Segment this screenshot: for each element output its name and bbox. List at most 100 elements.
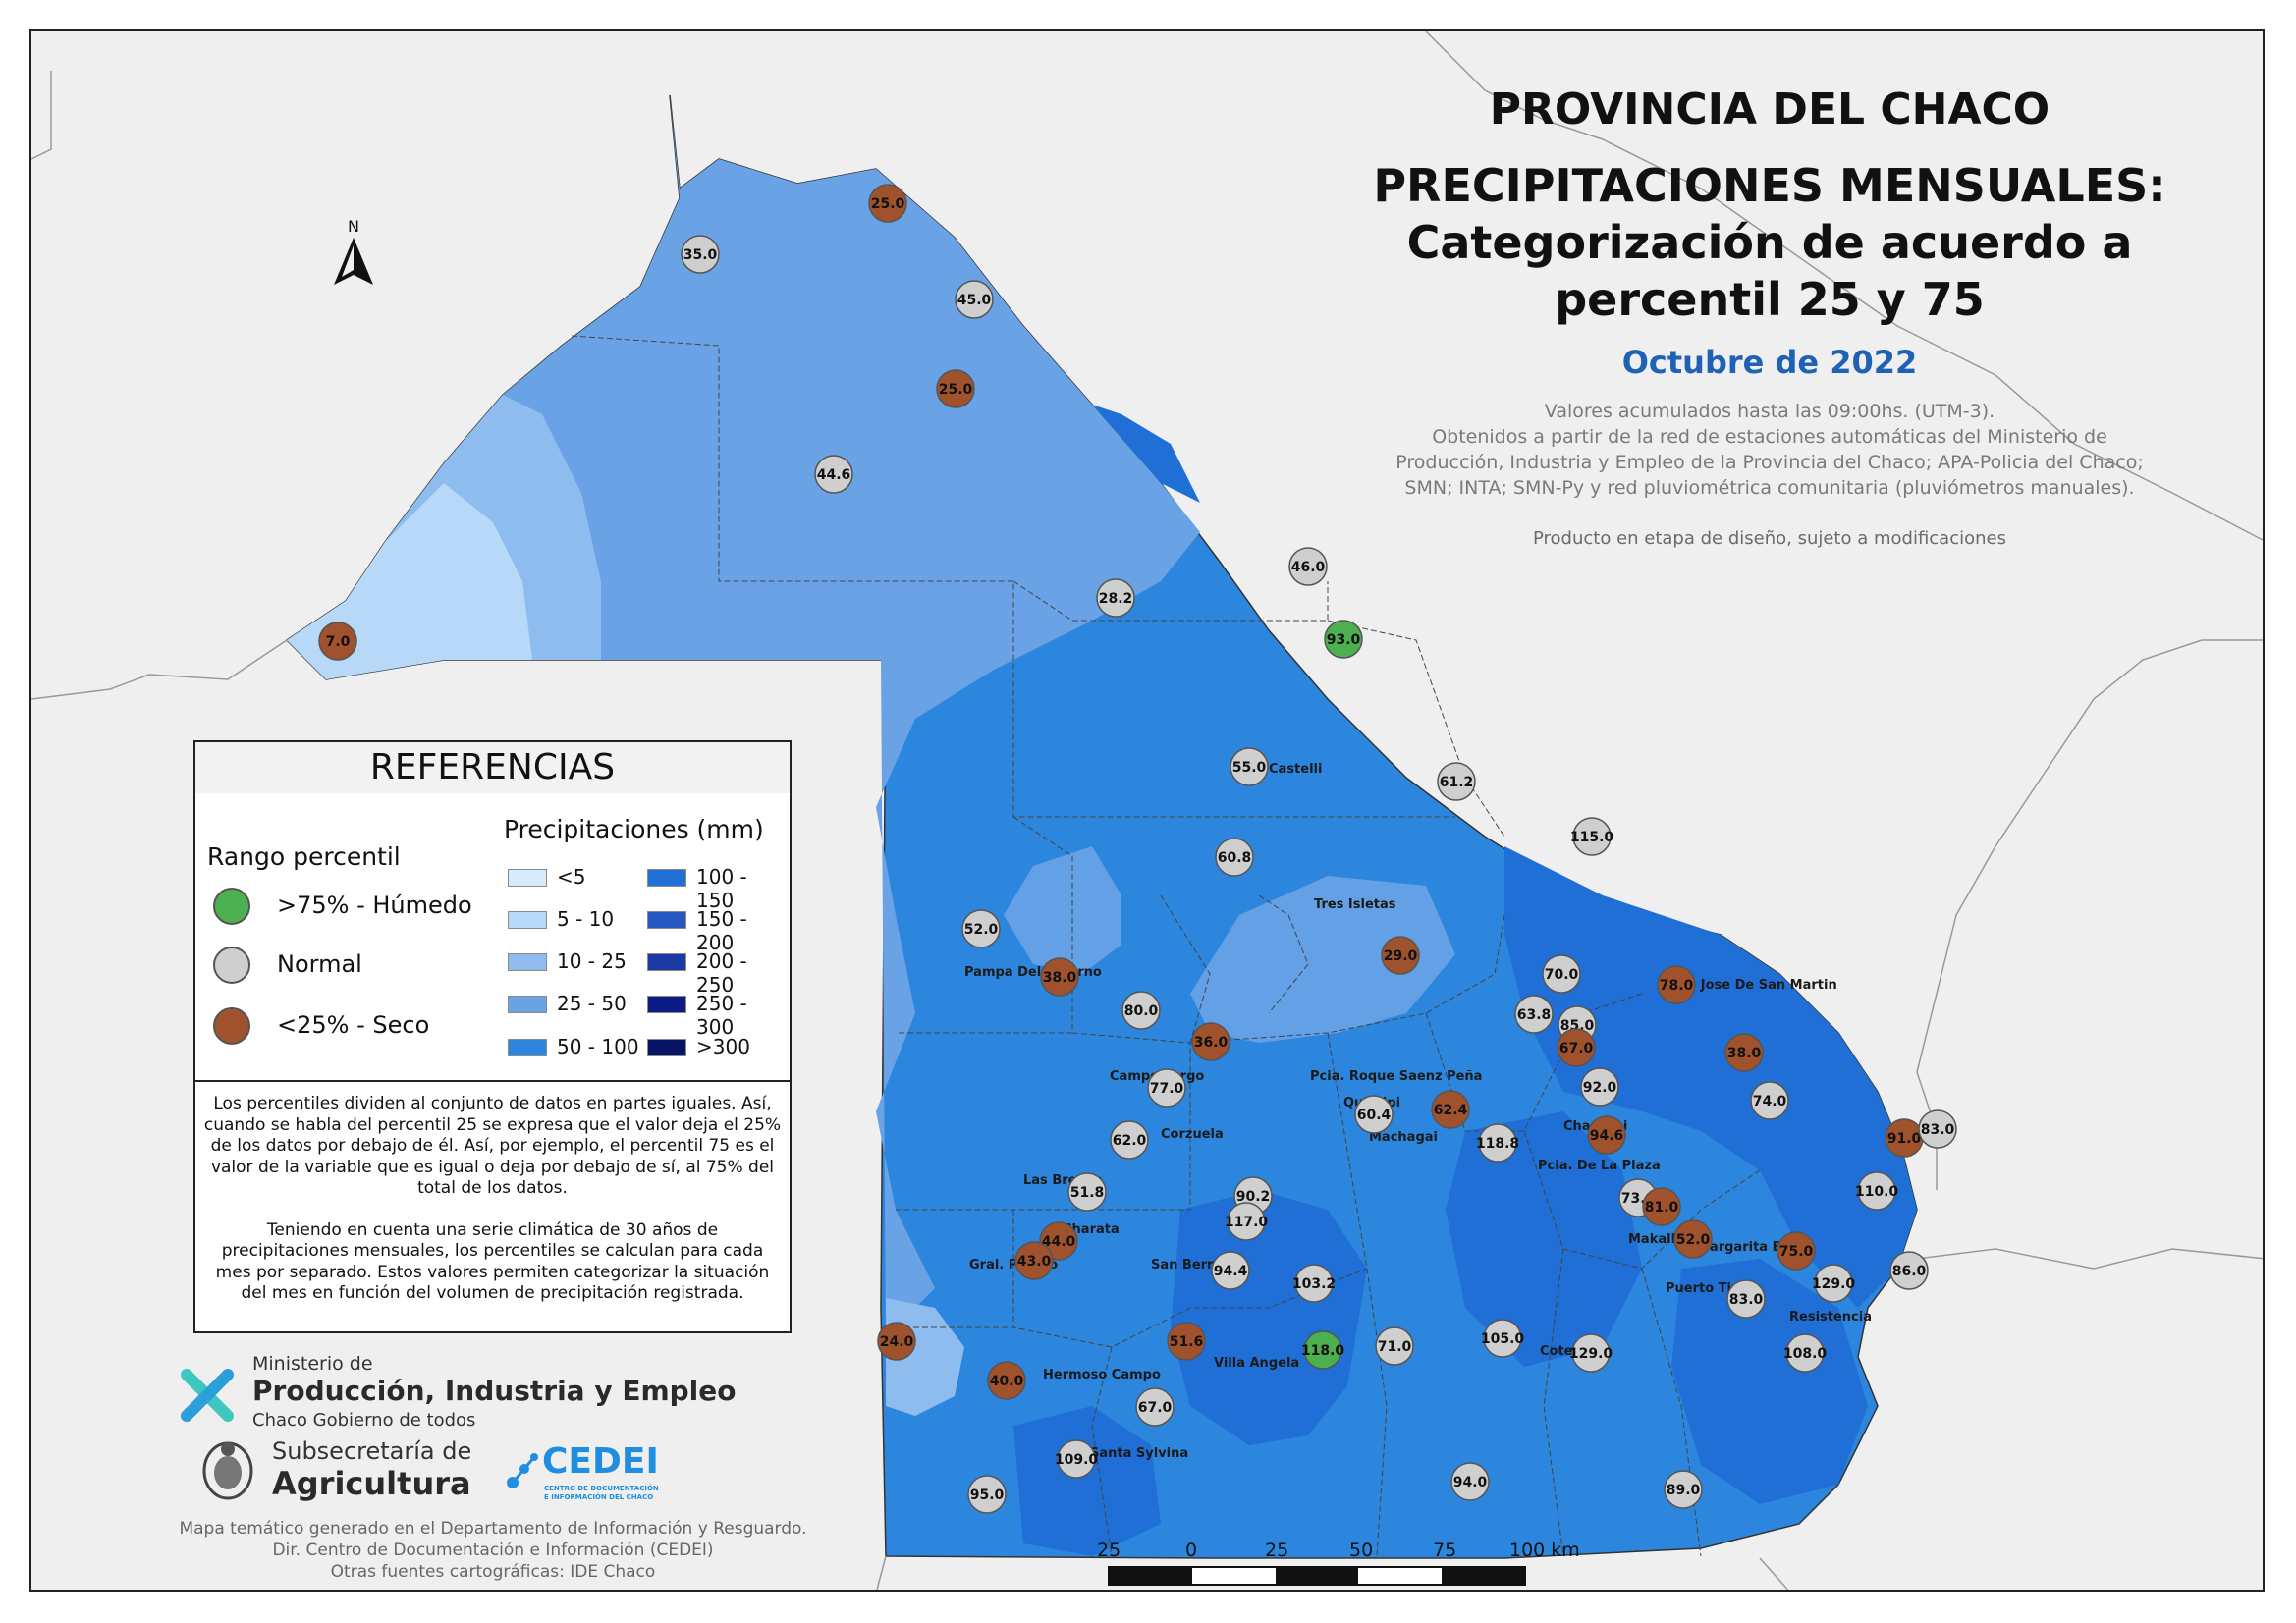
station-dot (1288, 547, 1328, 586)
station-marker: 52.0 (1673, 1219, 1713, 1259)
station-value: 93.0 (1327, 632, 1361, 648)
map-frame: Castelli Tres Isletas Pampa Del Infierno Gr… (29, 29, 2265, 1592)
zone-west-light (1004, 846, 1121, 974)
station-marker: 108.0 (1783, 1333, 1828, 1373)
legend-header: REFERENCIAS (195, 742, 790, 793)
station-marker: 45.0 (955, 280, 994, 319)
station-dot (1777, 1231, 1816, 1271)
station-value: 80.0 (1124, 1003, 1159, 1019)
station-marker: 83.0 (1726, 1279, 1766, 1319)
percentile-wet-dot (213, 888, 250, 925)
station-marker: 36.0 (1191, 1022, 1230, 1061)
station-marker: 67.0 (1557, 1028, 1596, 1067)
cedei-logo-icon (507, 1453, 538, 1488)
place-label: Corzuela (1161, 1127, 1224, 1142)
station-value: 44.0 (1042, 1234, 1076, 1250)
station-marker: 55.0 (1230, 747, 1269, 786)
station-marker: 61.2 (1437, 762, 1476, 801)
station-dot (1542, 954, 1581, 994)
station-dot (1040, 957, 1079, 997)
station-value: 60.8 (1218, 850, 1252, 866)
station-value: 81.0 (1645, 1200, 1679, 1216)
station-dot (1724, 1033, 1764, 1072)
precip-swatch-3 (508, 996, 547, 1013)
station-marker: 43.0 (1014, 1241, 1054, 1280)
station-dot (1857, 1171, 1896, 1211)
station-value: 70.0 (1545, 967, 1579, 983)
station-dot (1067, 1172, 1107, 1212)
zone-100-150-south2 (1446, 1111, 1642, 1367)
percentile-normal-dot (213, 947, 250, 984)
station-marker: 25.0 (936, 369, 975, 408)
station-value: 94.6 (1590, 1128, 1624, 1144)
station-value: 44.6 (817, 467, 851, 483)
station-marker: 71.0 (1375, 1326, 1414, 1366)
station-marker: 83.0 (1918, 1109, 1957, 1149)
scale-label-4: 75 (1433, 1540, 1457, 1561)
zone-100-150-sw (1013, 1406, 1161, 1556)
station-dot (1437, 762, 1476, 801)
explanation-p1: Los percentiles dividen al conjunto de d… (203, 1094, 782, 1198)
station-marker: 86.0 (1889, 1251, 1929, 1290)
station-dot (1657, 965, 1696, 1004)
place-label: Charata (1063, 1222, 1120, 1237)
station-value: 51.6 (1170, 1334, 1204, 1350)
precip-label-6: 150 - 200 (696, 907, 747, 954)
station-dot (1057, 1439, 1096, 1479)
station-dot (1642, 1187, 1681, 1226)
station-value: 115.0 (1570, 830, 1614, 845)
station-marker: 62.0 (1110, 1120, 1149, 1160)
precip-label-0: <5 (557, 865, 586, 889)
station-value: 129.0 (1569, 1346, 1613, 1362)
station-dot (1211, 1251, 1250, 1290)
precip-swatch-5 (647, 869, 686, 887)
station-value: 36.0 (1194, 1035, 1229, 1051)
station-value: 71.0 (1378, 1339, 1412, 1355)
precip-label-1: 5 - 10 (557, 907, 615, 931)
scale-label-2: 25 (1265, 1540, 1289, 1561)
station-marker: 94.0 (1450, 1462, 1490, 1501)
station-dot (1014, 1241, 1054, 1280)
station-dot (1814, 1264, 1853, 1303)
station-value: 75.0 (1779, 1244, 1814, 1260)
station-value: 38.0 (1043, 970, 1077, 986)
station-dot (1664, 1470, 1703, 1509)
place-label: Hermoso Campo (1043, 1368, 1161, 1382)
station-value: 63.8 (1517, 1007, 1552, 1023)
precip-swatch-2 (508, 953, 547, 971)
place-label: Castelli (1269, 762, 1322, 777)
station-value: 108.0 (1783, 1346, 1828, 1362)
station-dot (1167, 1322, 1206, 1361)
station-value: 95.0 (970, 1488, 1005, 1503)
station-dot (1889, 1251, 1929, 1290)
station-marker: 67.0 (1135, 1387, 1175, 1427)
title-line2: PRECIPITACIONES MENSUALES: (1373, 159, 2166, 212)
station-dot (1110, 1120, 1149, 1160)
ministry-x-logo-icon (181, 1369, 234, 1422)
station-dot (1303, 1330, 1342, 1370)
station-marker: 51.6 (1167, 1322, 1206, 1361)
station-value: 117.0 (1225, 1215, 1269, 1230)
station-value: 105.0 (1481, 1331, 1525, 1347)
station-value: 67.0 (1138, 1400, 1173, 1416)
station-markers: 25.0 35.0 45.0 25.0 44.6 46.0 28.2 93.0 7.0 55.0 6… (318, 184, 1957, 1514)
scale-label-3: 50 (1349, 1540, 1374, 1561)
percentile-dry-label: <25% - Seco (277, 1011, 430, 1039)
place-label: Makallé (1628, 1232, 1684, 1247)
info-line1: Valores acumulados hasta las 09:00hs. (U… (1544, 401, 1995, 422)
station-marker: 80.0 (1121, 991, 1161, 1030)
station-value: 90.2 (1236, 1189, 1271, 1205)
station-value: 86.0 (1892, 1264, 1927, 1279)
cedei-sub2: E INFORMACIÓN DEL CHACO (544, 1493, 654, 1501)
place-label: Pcia. De La Plaza (1538, 1159, 1661, 1173)
title-date: Octubre de 2022 (1621, 344, 1918, 381)
station-value: 24.0 (880, 1334, 914, 1350)
precip-swatch-4 (508, 1039, 547, 1056)
station-marker: 24.0 (877, 1322, 916, 1361)
station-marker: 74.0 (1750, 1081, 1789, 1120)
station-dot (681, 235, 720, 274)
station-marker: 28.2 (1096, 578, 1135, 618)
footer-line1: Mapa temático generado en el Departament… (179, 1519, 807, 1539)
station-dot (1324, 620, 1363, 659)
station-value: 62.0 (1113, 1133, 1147, 1149)
